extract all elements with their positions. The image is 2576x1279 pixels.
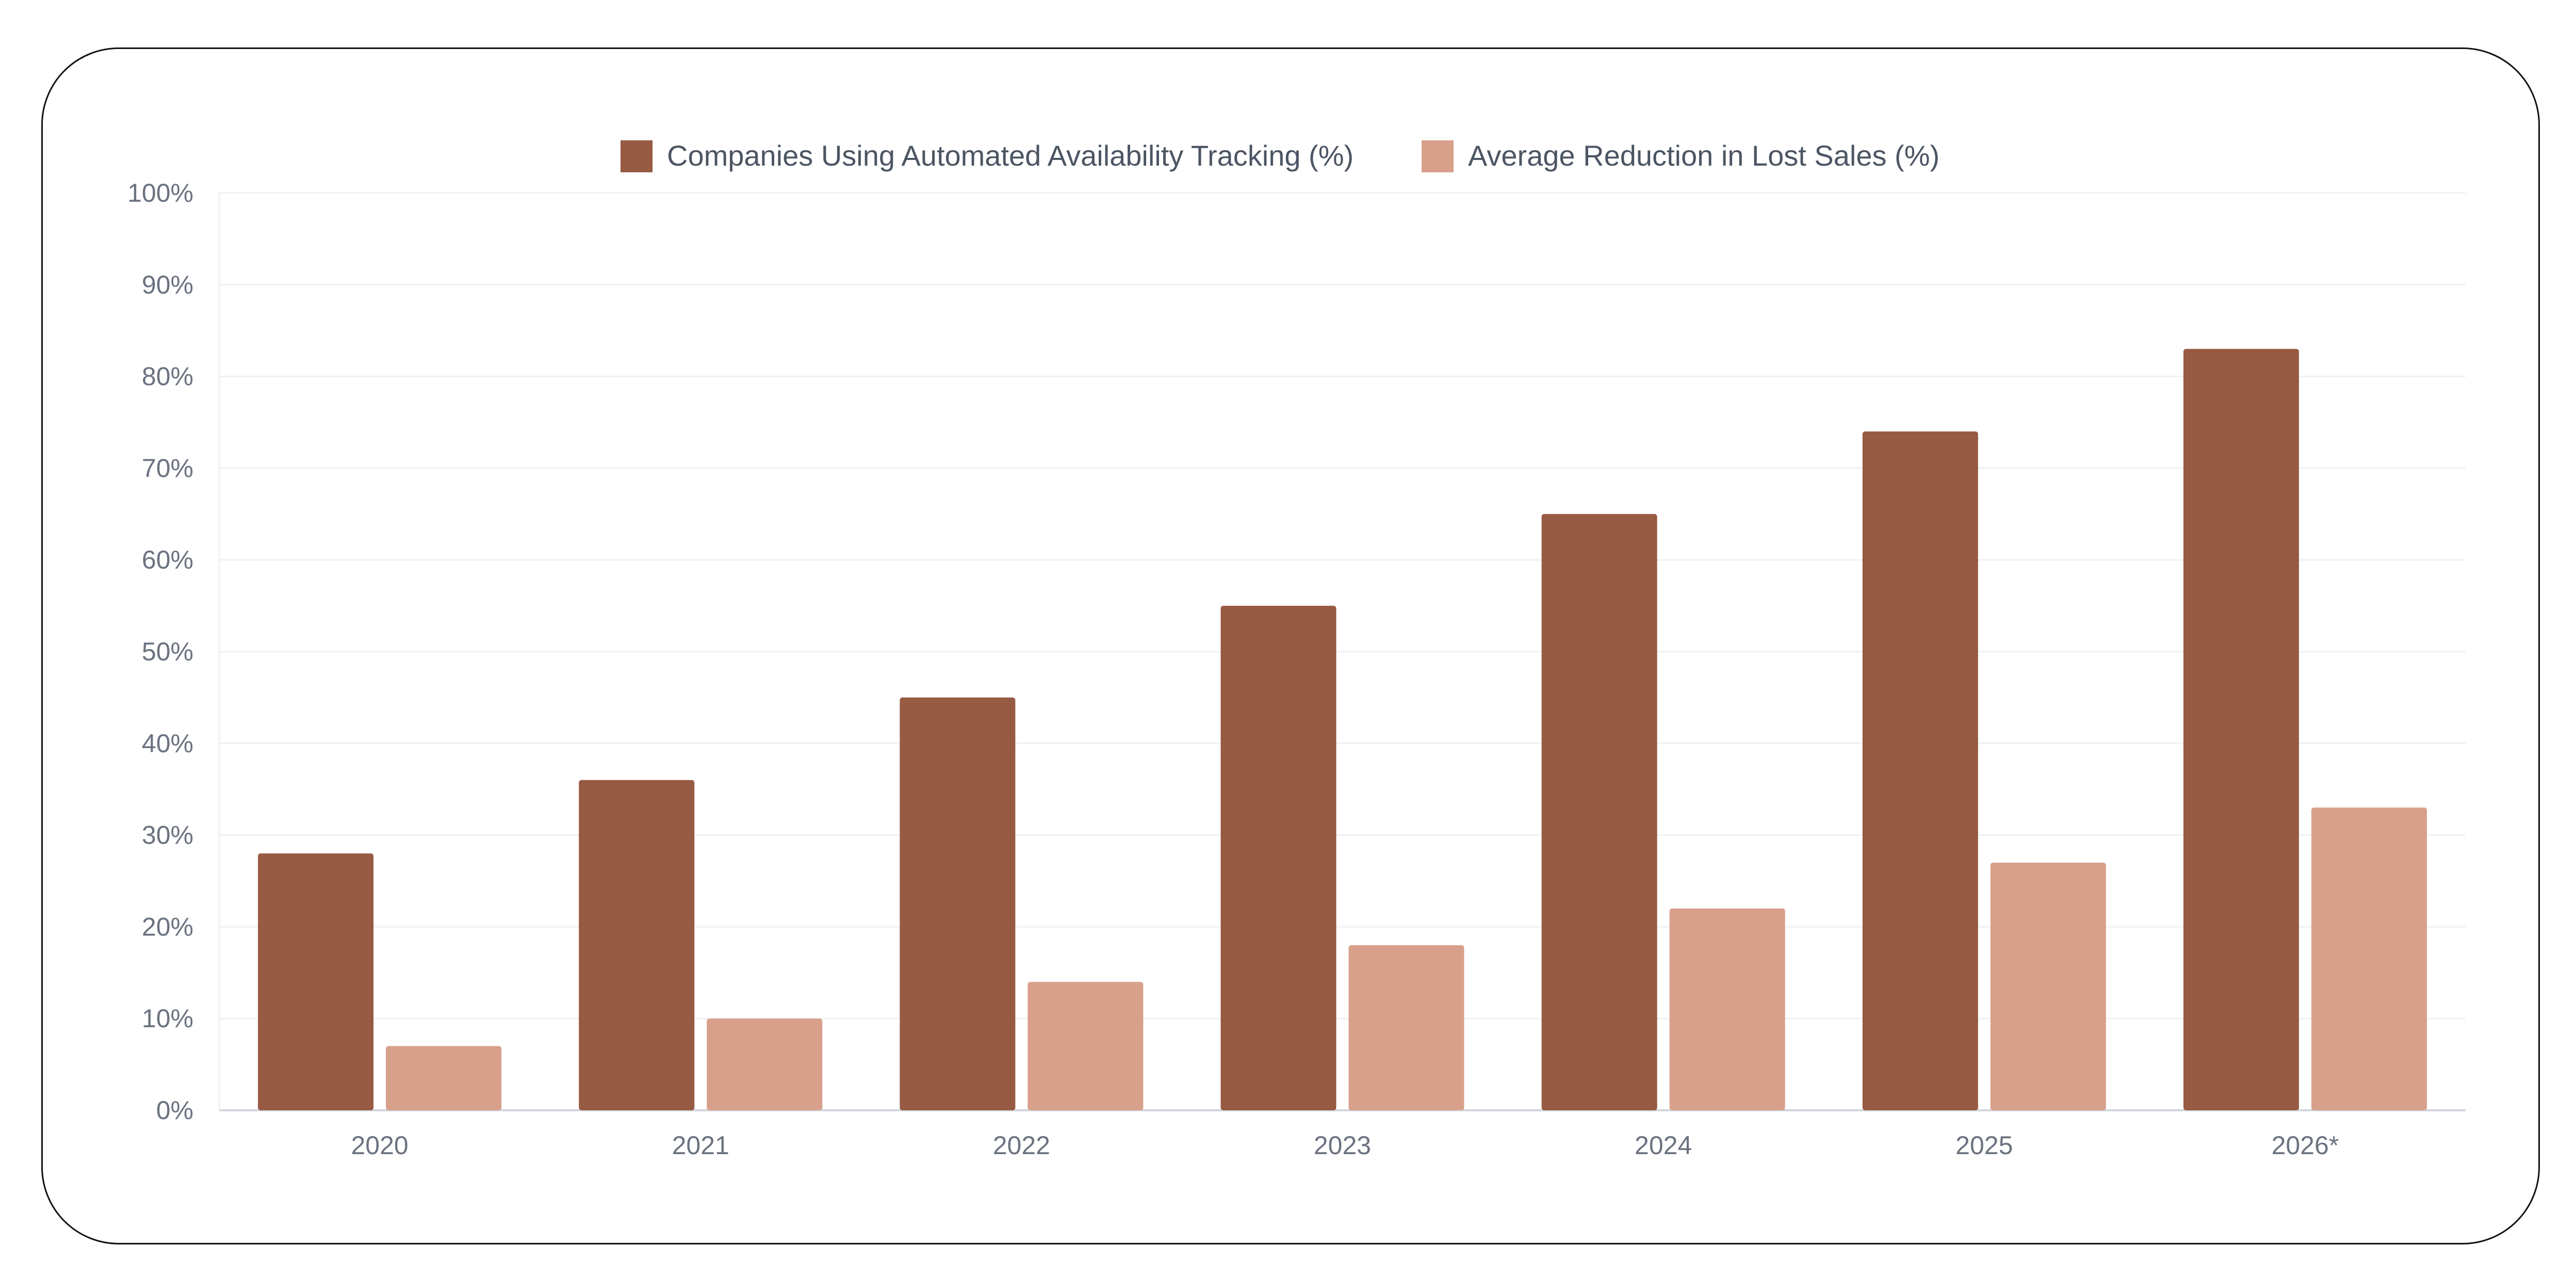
bar-series-2-2021	[707, 1018, 823, 1110]
bar-series-1-2025	[1862, 431, 1978, 1110]
legend-label-series-1: Companies Using Automated Availability T…	[667, 139, 1354, 172]
y-tick-label: 100%	[127, 179, 193, 207]
x-tick-label: 2021	[672, 1131, 729, 1160]
y-tick-label: 40%	[142, 729, 193, 758]
bar-series-2-2022	[1028, 982, 1144, 1110]
x-tick-label: 2026*	[2272, 1131, 2339, 1160]
bars	[258, 349, 2427, 1110]
bar-series-1-2023	[1220, 606, 1336, 1110]
legend-swatch-series-2	[1422, 140, 1454, 172]
legend: Companies Using Automated Availability T…	[621, 139, 1939, 172]
bar-series-1-2022	[900, 697, 1016, 1110]
bar-series-2-2024	[1669, 908, 1785, 1110]
x-tick-label: 2025	[1955, 1131, 2013, 1160]
y-tick-label: 30%	[142, 821, 193, 850]
bar-series-2-2025	[1990, 862, 2106, 1110]
y-tick-label: 10%	[142, 1004, 193, 1033]
bar-series-1-2020	[258, 853, 374, 1110]
legend-label-series-2: Average Reduction in Lost Sales (%)	[1468, 139, 1939, 172]
x-tick-label: 2020	[351, 1131, 408, 1160]
y-tick-label: 60%	[142, 545, 193, 574]
bar-series-1-2026*	[2183, 349, 2299, 1110]
y-tick-label: 20%	[142, 912, 193, 941]
bar-series-2-2026*	[2311, 807, 2427, 1110]
y-tick-label: 80%	[142, 362, 193, 391]
y-tick-label: 0%	[156, 1096, 193, 1125]
bar-series-2-2020	[386, 1046, 502, 1110]
gridlines	[219, 192, 2466, 1019]
bar-series-2-2023	[1348, 945, 1464, 1110]
bar-series-1-2024	[1541, 514, 1657, 1110]
x-tick-label: 2023	[1314, 1131, 1371, 1160]
bar-series-1-2021	[579, 780, 695, 1110]
y-tick-label: 90%	[142, 270, 193, 299]
x-tick-label: 2024	[1635, 1131, 1692, 1160]
y-tick-label: 50%	[142, 637, 193, 666]
legend-swatch-series-1	[621, 140, 653, 172]
y-tick-label: 70%	[142, 454, 193, 482]
x-tick-label: 2022	[993, 1131, 1050, 1160]
